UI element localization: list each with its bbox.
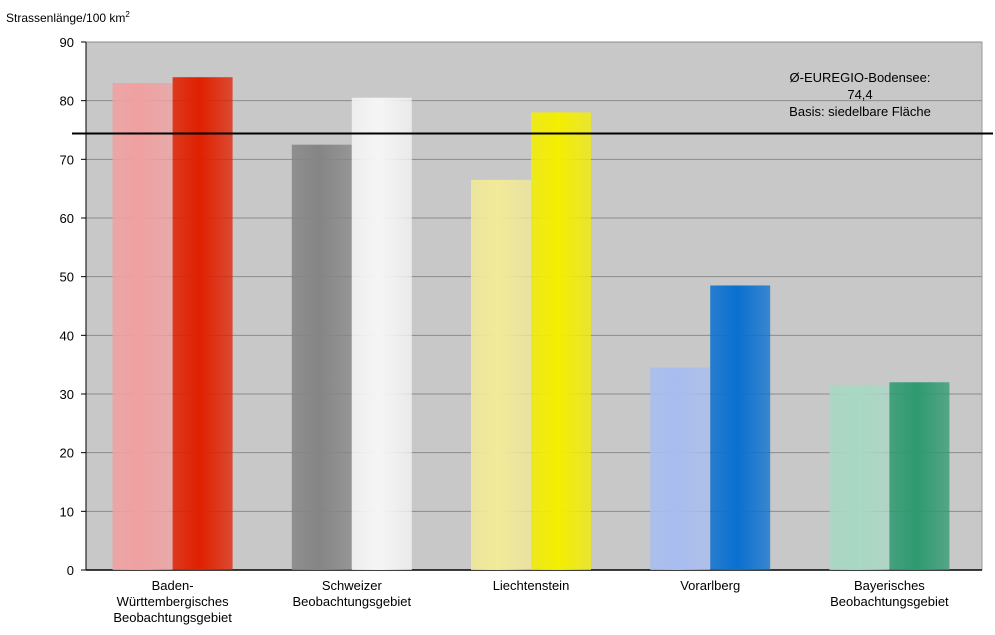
y-tick-label: 20 [60, 446, 74, 461]
x-axis-categories: Baden-Württembergisches Beobachtungsgebie… [113, 578, 949, 625]
y-axis-label-superscript: 2 [125, 10, 130, 19]
bar-0-0 [112, 83, 173, 571]
bar-1-1 [351, 97, 412, 570]
y-axis-label: Strassenlänge/100 km2 [6, 10, 130, 25]
y-tick-label: 90 [60, 35, 74, 50]
bar-1-0 [291, 144, 352, 570]
x-category-label: Bayerisches Beobachtungsgebiet [830, 578, 949, 609]
bar-0-1 [172, 77, 233, 570]
bar-4-0 [829, 385, 890, 570]
bar-2-0 [471, 179, 531, 570]
y-axis-label-text: Strassenlänge/100 km [6, 11, 125, 25]
y-tick-label: 30 [60, 387, 74, 402]
bar-2-1 [531, 112, 591, 571]
y-tick-label: 70 [60, 152, 74, 167]
y-tick-label: 80 [60, 94, 74, 109]
bar-3-0 [650, 367, 711, 570]
x-category-label: Liechtenstein [493, 578, 570, 593]
y-tick-label: 40 [60, 328, 74, 343]
x-category-label: Vorarlberg [680, 578, 740, 593]
x-category-label: Schweizer Beobachtungsgebiet [293, 578, 412, 609]
y-tick-label: 60 [60, 211, 74, 226]
bar-4-1 [889, 382, 950, 570]
x-category-label: Baden-Württembergisches Beobachtungsgebie… [113, 578, 232, 625]
y-tick-label: 10 [60, 504, 74, 519]
reference-line-label: Ø-EUREGIO-Bodensee: 74,4 Basis: siedelbare… [789, 70, 931, 119]
y-tick-label: 0 [67, 563, 74, 578]
y-tick-label: 50 [60, 270, 74, 285]
bars [112, 77, 950, 571]
bar-3-1 [710, 285, 771, 570]
